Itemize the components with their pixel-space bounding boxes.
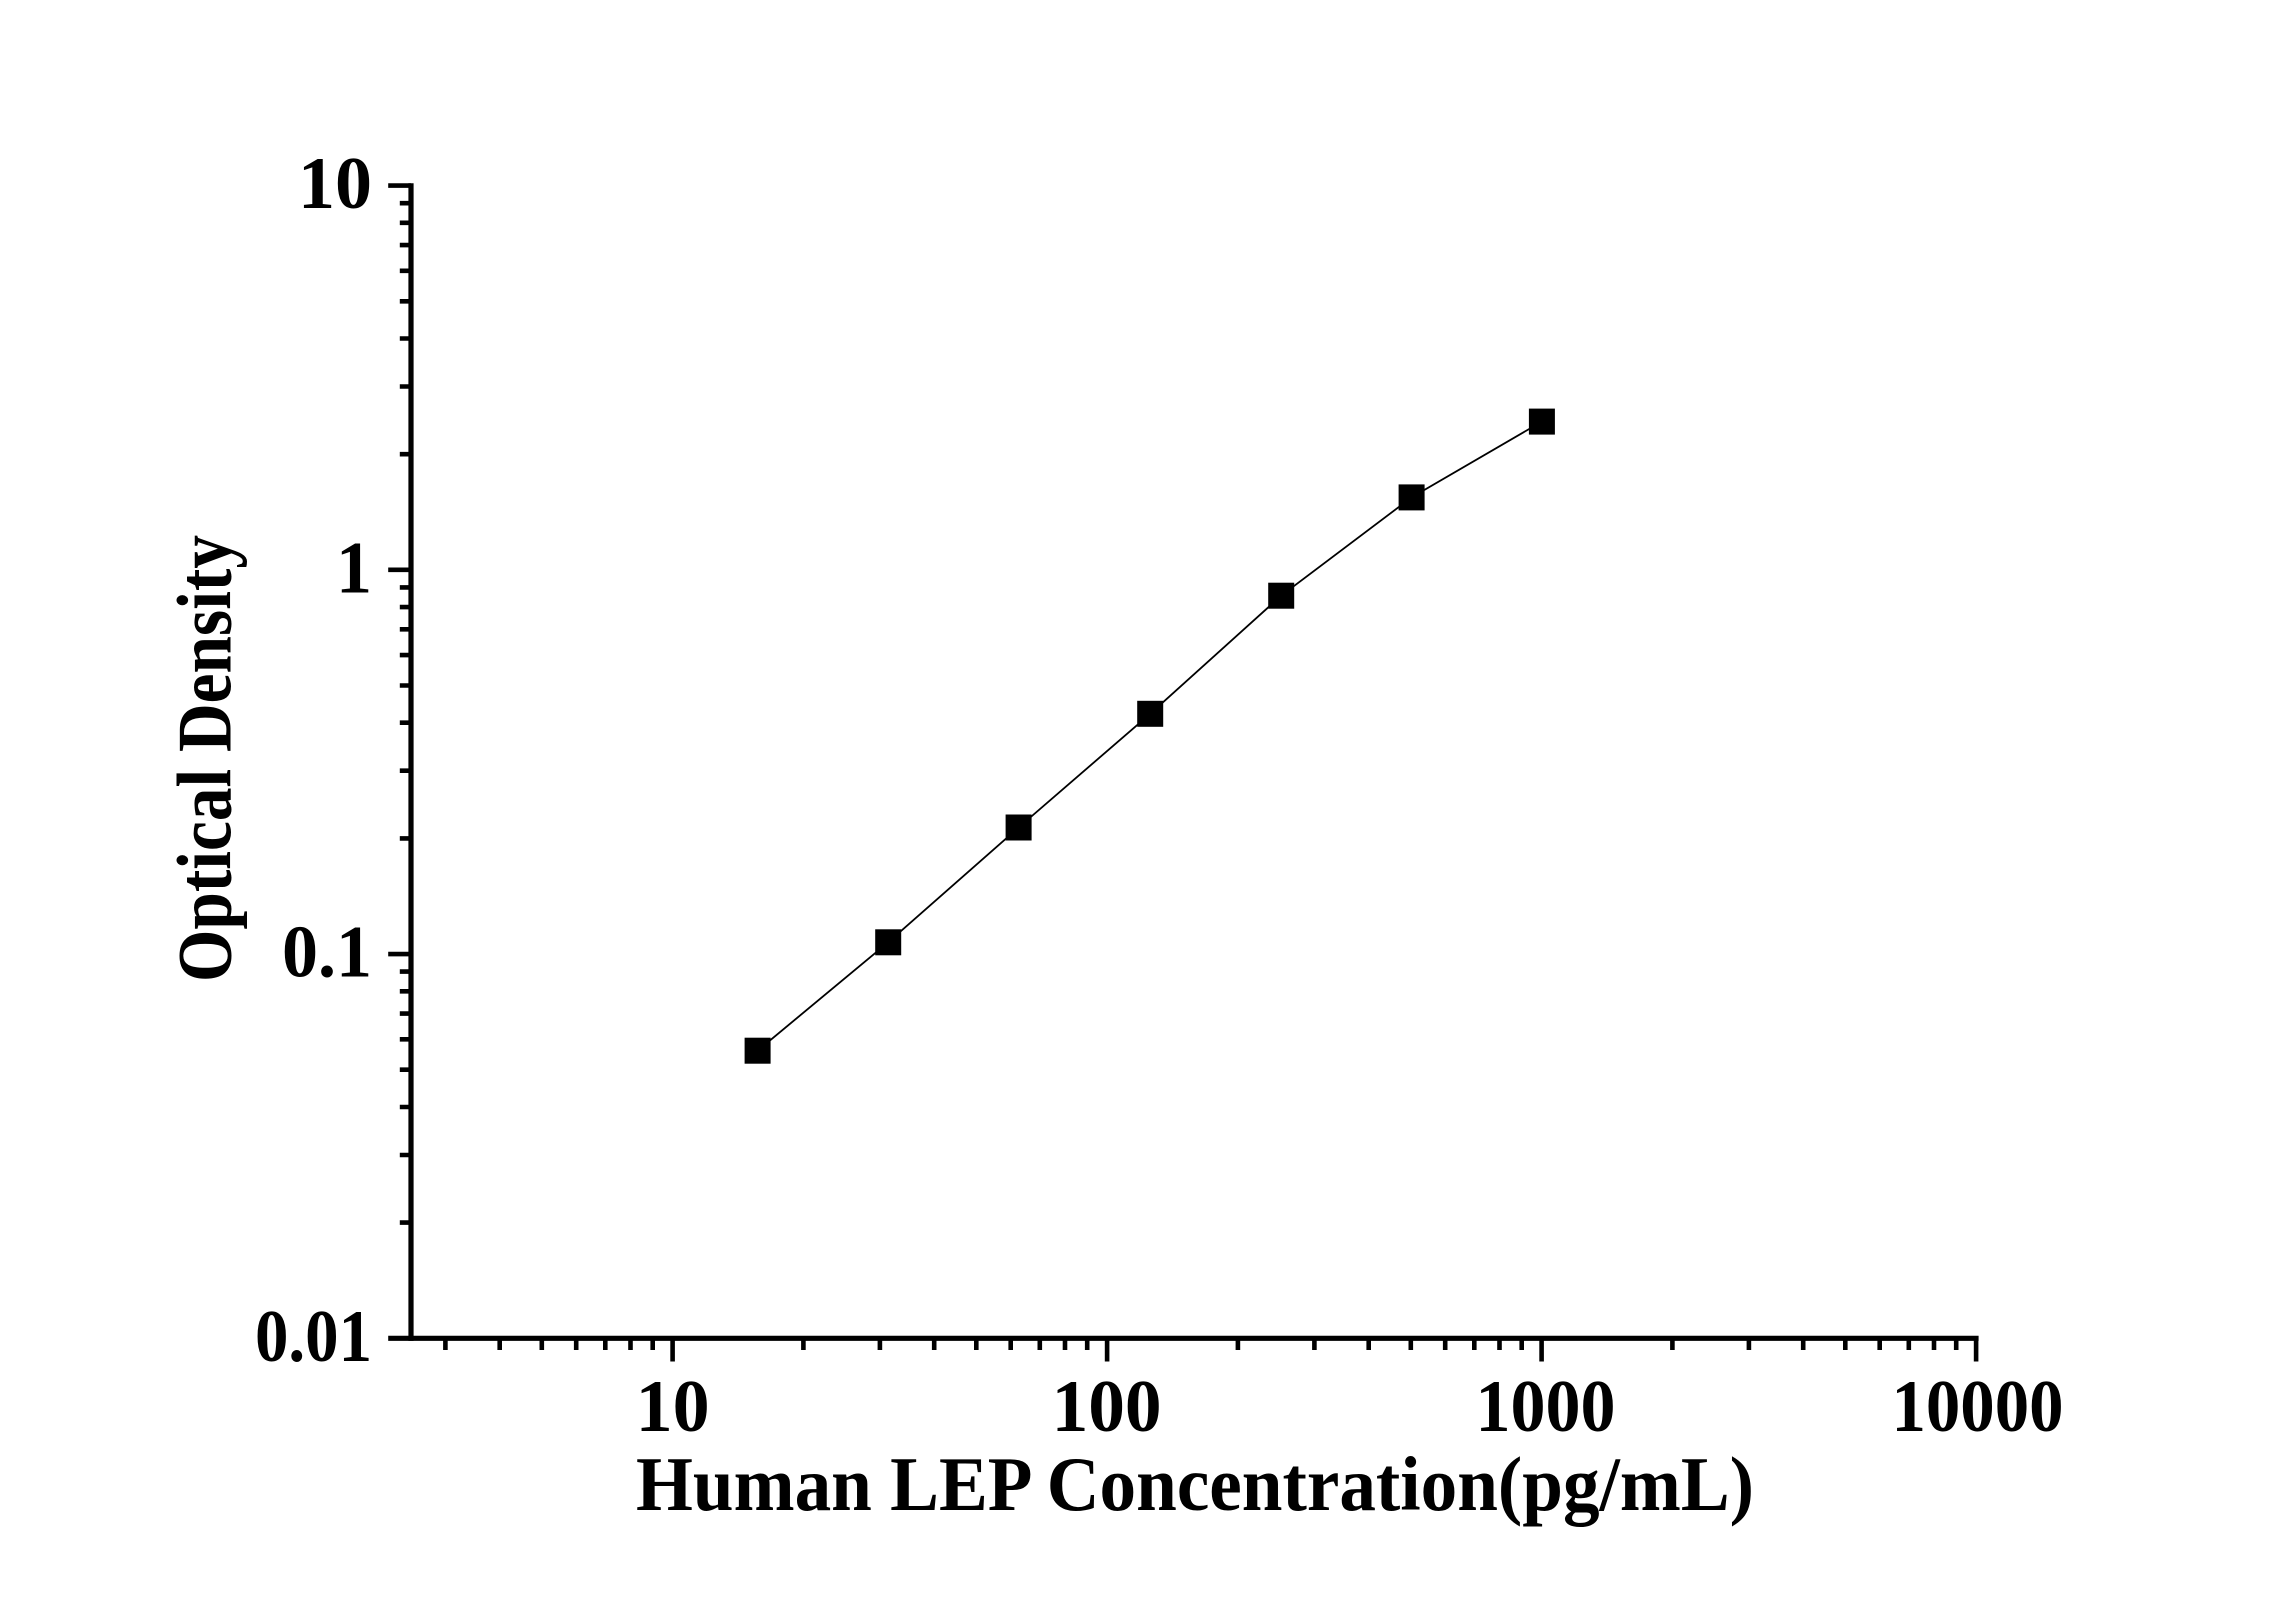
svg-text:1: 1 bbox=[336, 527, 372, 609]
svg-text:10000: 10000 bbox=[1892, 1366, 2064, 1448]
svg-text:1000: 1000 bbox=[1476, 1366, 1616, 1448]
svg-text:10: 10 bbox=[298, 143, 372, 225]
svg-text:Human LEP Concentration(pg/mL): Human LEP Concentration(pg/mL) bbox=[636, 1441, 1754, 1527]
svg-text:10: 10 bbox=[636, 1366, 710, 1448]
svg-text:Optical Density: Optical Density bbox=[162, 535, 248, 982]
svg-text:100: 100 bbox=[1052, 1366, 1162, 1448]
svg-text:0.01: 0.01 bbox=[255, 1296, 372, 1378]
svg-text:0.1: 0.1 bbox=[282, 912, 372, 994]
